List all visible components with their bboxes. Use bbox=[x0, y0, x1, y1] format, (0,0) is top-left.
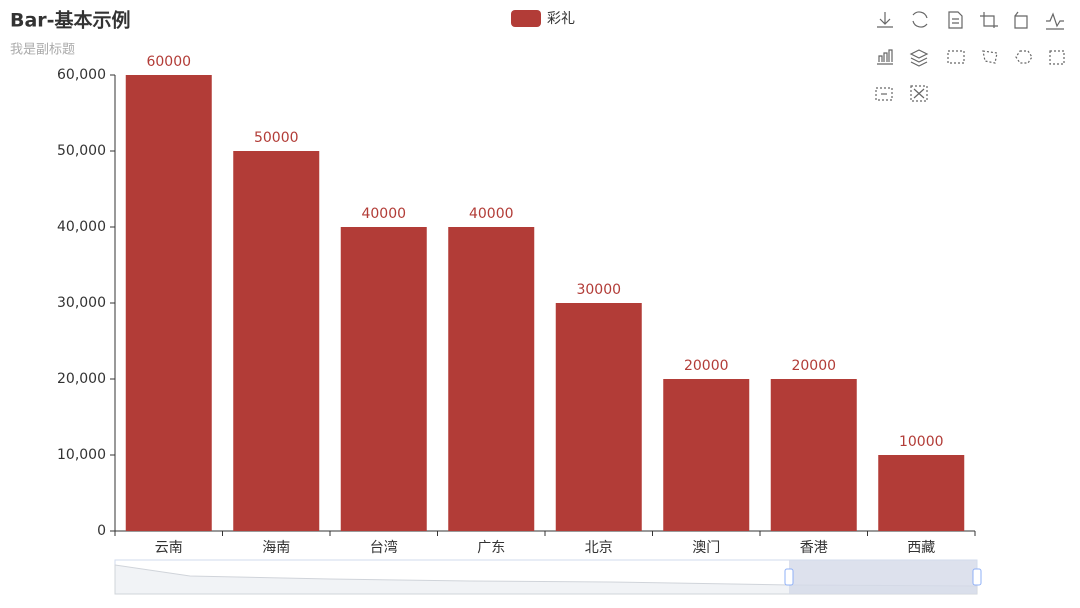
legend[interactable]: 彩礼 bbox=[511, 10, 575, 27]
bar bbox=[233, 151, 320, 531]
tool-icon[interactable] bbox=[980, 12, 998, 28]
y-tick-label: 10,000 bbox=[57, 447, 106, 463]
y-tick-label: 20,000 bbox=[57, 371, 106, 387]
tool-icon[interactable] bbox=[877, 49, 893, 65]
bar bbox=[663, 379, 750, 531]
data-label: 20000 bbox=[684, 358, 729, 374]
x-tick-label: 澳门 bbox=[692, 540, 720, 556]
tool-icon[interactable] bbox=[875, 87, 893, 101]
y-tick-label: 50,000 bbox=[57, 143, 106, 159]
tool-icon[interactable] bbox=[982, 50, 998, 64]
legend-swatch bbox=[511, 10, 541, 27]
data-label: 40000 bbox=[469, 206, 514, 222]
y-tick-label: 0 bbox=[97, 523, 106, 539]
bar bbox=[878, 455, 965, 531]
data-label: 30000 bbox=[576, 282, 621, 298]
data-label: 40000 bbox=[361, 206, 406, 222]
data-label: 10000 bbox=[899, 434, 944, 450]
tool-icon[interactable] bbox=[948, 11, 963, 29]
data-label: 50000 bbox=[254, 130, 299, 146]
zoom-selection[interactable] bbox=[789, 560, 977, 594]
legend-label: 彩礼 bbox=[547, 11, 575, 27]
bar bbox=[555, 303, 642, 531]
y-tick-label: 30,000 bbox=[57, 295, 106, 311]
data-label: 20000 bbox=[791, 358, 836, 374]
tool-icon[interactable] bbox=[1014, 11, 1028, 29]
chart-title: Bar-基本示例 bbox=[10, 9, 131, 32]
x-tick-label: 海南 bbox=[262, 540, 290, 556]
tool-icon[interactable] bbox=[877, 12, 893, 28]
toolbox bbox=[875, 11, 1065, 102]
bar bbox=[770, 379, 857, 531]
x-tick-label: 台湾 bbox=[370, 539, 398, 556]
x-tick-label: 西藏 bbox=[907, 540, 935, 556]
chart-subtitle: 我是副标题 bbox=[10, 43, 75, 58]
tool-icon[interactable] bbox=[909, 49, 929, 67]
y-tick-label: 40,000 bbox=[57, 219, 106, 235]
zoom-shadow bbox=[114, 564, 978, 595]
bar bbox=[340, 227, 427, 531]
tool-icon[interactable] bbox=[947, 50, 965, 64]
x-tick-label: 广东 bbox=[477, 540, 505, 556]
bar bbox=[448, 227, 535, 531]
data-label: 60000 bbox=[146, 54, 191, 70]
tool-icon[interactable] bbox=[1049, 50, 1065, 65]
y-tick-label: 60,000 bbox=[57, 67, 106, 83]
x-tick-label: 北京 bbox=[585, 540, 613, 556]
tool-icon[interactable] bbox=[910, 85, 928, 102]
tool-icon[interactable] bbox=[912, 11, 928, 28]
x-tick-label: 香港 bbox=[800, 540, 828, 556]
tool-icon[interactable] bbox=[1046, 12, 1064, 30]
zoom-handle[interactable] bbox=[784, 568, 794, 586]
x-tick-label: 云南 bbox=[155, 540, 183, 556]
tool-icon[interactable] bbox=[1015, 50, 1033, 64]
data-zoom[interactable] bbox=[114, 559, 982, 595]
bar bbox=[125, 75, 212, 531]
zoom-handle[interactable] bbox=[972, 568, 982, 586]
